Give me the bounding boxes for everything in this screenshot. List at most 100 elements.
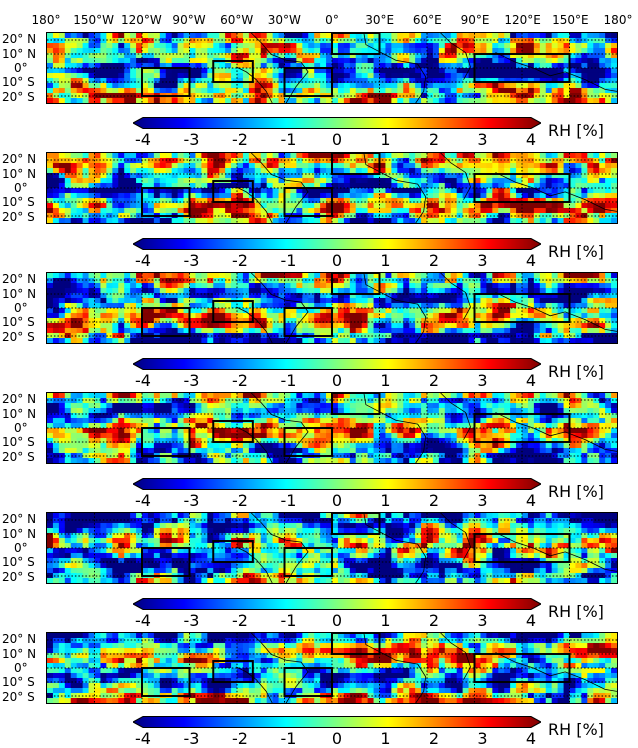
field-cell — [439, 418, 445, 423]
field-cell — [279, 278, 285, 283]
field-cell — [433, 398, 439, 403]
field-cell — [599, 43, 605, 48]
field-cell — [564, 393, 570, 398]
field-cell — [575, 153, 581, 158]
field-cell — [581, 393, 587, 398]
longitude-label: 90°W — [172, 13, 205, 27]
field-cell — [112, 43, 118, 48]
field-cell — [219, 83, 225, 88]
field-cell — [599, 58, 605, 63]
field-cell — [249, 218, 255, 223]
field-cell — [130, 433, 136, 438]
field-cell — [130, 398, 136, 403]
field-cell — [344, 298, 350, 303]
field-cell — [391, 48, 397, 53]
field-cell — [83, 88, 89, 93]
field-cell — [480, 158, 486, 163]
field-cell — [284, 33, 290, 38]
field-cell — [95, 403, 101, 408]
field-cell — [273, 168, 279, 173]
field-cell — [178, 98, 184, 103]
field-cell — [427, 153, 433, 158]
field-cell — [71, 398, 77, 403]
field-cell — [320, 78, 326, 83]
field-cell — [439, 88, 445, 93]
field-cell — [290, 168, 296, 173]
field-cell — [273, 273, 279, 278]
field-cell — [469, 208, 475, 213]
field-cell — [213, 38, 219, 43]
field-cell — [47, 158, 53, 163]
field-cell — [314, 208, 320, 213]
field-cell — [439, 283, 445, 288]
field-cell — [308, 318, 314, 323]
field-cell — [451, 218, 457, 223]
field-cell — [498, 153, 504, 158]
field-cell — [504, 328, 510, 333]
field-cell — [89, 288, 95, 293]
colorbar-gradient — [133, 359, 541, 370]
field-cell — [575, 218, 581, 223]
field-cell — [302, 58, 308, 63]
field-cell — [403, 283, 409, 288]
field-cell — [314, 73, 320, 78]
field-cell — [350, 193, 356, 198]
field-cell — [540, 208, 546, 213]
field-cell — [89, 323, 95, 328]
field-cell — [255, 208, 261, 213]
field-cell — [611, 428, 617, 433]
field-cell — [498, 33, 504, 38]
field-cell — [421, 168, 427, 173]
field-cell — [374, 323, 380, 328]
field-cell — [564, 88, 570, 93]
field-cell — [71, 418, 77, 423]
field-cell — [100, 328, 106, 333]
field-cell — [83, 203, 89, 208]
field-cell — [587, 178, 593, 183]
latitude-label: 20° S — [2, 330, 35, 344]
field-cell — [213, 328, 219, 333]
field-cell — [522, 58, 528, 63]
field-cell — [409, 83, 415, 88]
field-cell — [486, 68, 492, 73]
field-cell — [249, 408, 255, 413]
field-cell — [362, 68, 368, 73]
field-cell — [599, 288, 605, 293]
field-cell — [552, 283, 558, 288]
field-cell — [160, 433, 166, 438]
field-cell — [611, 158, 617, 163]
field-cell — [255, 288, 261, 293]
field-cell — [71, 328, 77, 333]
field-cell — [356, 83, 362, 88]
field-cell — [403, 33, 409, 38]
field-cell — [374, 203, 380, 208]
field-cell — [89, 178, 95, 183]
field-cell — [569, 203, 575, 208]
field-cell — [320, 418, 326, 423]
field-cell — [89, 33, 95, 38]
field-cell — [385, 83, 391, 88]
field-cell — [213, 218, 219, 223]
field-cell — [118, 298, 124, 303]
field-cell — [599, 48, 605, 53]
field-cell — [504, 308, 510, 313]
field-cell — [380, 198, 386, 203]
field-cell — [575, 98, 581, 103]
field-cell — [415, 398, 421, 403]
field-cell — [480, 58, 486, 63]
field-cell — [403, 153, 409, 158]
field-cell — [195, 298, 201, 303]
field-cell — [225, 313, 231, 318]
field-cell — [59, 98, 65, 103]
field-cell — [540, 203, 546, 208]
field-cell — [273, 278, 279, 283]
field-cell — [314, 218, 320, 223]
field-cell — [106, 38, 112, 43]
field-cell — [65, 43, 71, 48]
field-cell — [480, 188, 486, 193]
field-cell — [136, 163, 142, 168]
field-cell — [124, 43, 130, 48]
field-cell — [95, 88, 101, 93]
field-cell — [510, 428, 516, 433]
field-cell — [59, 318, 65, 323]
